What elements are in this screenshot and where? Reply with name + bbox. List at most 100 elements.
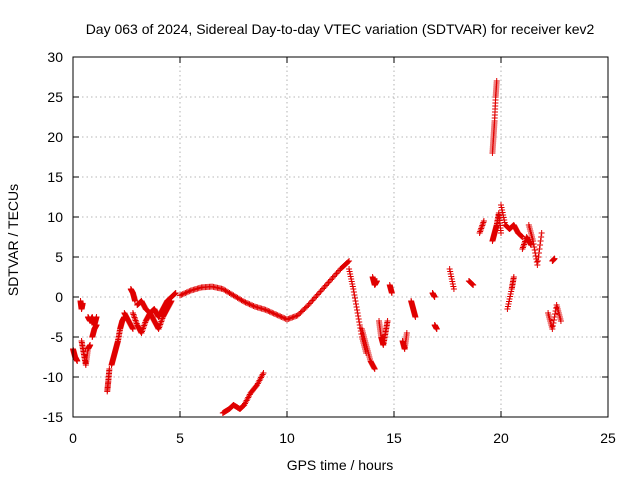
data-point (549, 323, 556, 329)
data-point (93, 322, 100, 328)
data-point (350, 289, 357, 295)
data-point (260, 370, 267, 376)
data-point (536, 246, 543, 252)
data-point (557, 318, 564, 324)
data-point (538, 234, 545, 240)
data-point (537, 238, 544, 244)
data-point (274, 312, 281, 319)
data-point (243, 300, 250, 306)
data-point (549, 326, 556, 332)
x-axis-label: GPS time / hours (287, 457, 394, 473)
data-point (246, 301, 253, 308)
x-tick-label: 10 (279, 430, 295, 446)
data-point (271, 311, 278, 317)
data-point (531, 244, 538, 250)
y-tick-label: 25 (47, 89, 63, 105)
data-point (412, 314, 419, 320)
data-point (250, 303, 257, 309)
data-point (182, 290, 189, 296)
data-point (270, 310, 277, 317)
y-tick-label: 30 (47, 49, 63, 65)
y-tick-label: 20 (47, 129, 63, 145)
data-point (87, 342, 94, 348)
data-point (263, 307, 270, 314)
data-point (371, 365, 378, 371)
data-point (279, 314, 286, 321)
data-point (450, 286, 457, 292)
data-point (550, 317, 557, 323)
data-point (355, 316, 362, 322)
data-point (186, 288, 193, 295)
data-point (533, 259, 540, 265)
y-tick-label: 5 (55, 249, 63, 265)
data-point (185, 288, 192, 295)
data-point (273, 311, 280, 318)
plot-frame (72, 56, 609, 418)
data-point (241, 298, 248, 305)
data-point (178, 291, 185, 298)
y-tick-label: -15 (43, 409, 63, 425)
data-point (249, 302, 256, 309)
data-point (493, 78, 500, 84)
data-point (551, 314, 558, 320)
data-point (498, 230, 504, 236)
data-point (350, 286, 357, 292)
x-tick-label: 15 (386, 430, 402, 446)
data-point (301, 305, 308, 312)
data-point (183, 289, 190, 296)
data-point (480, 218, 487, 224)
data-point (79, 300, 86, 307)
data-point (265, 308, 272, 314)
data-point (129, 326, 136, 332)
data-point (527, 242, 534, 248)
data-point (552, 311, 559, 317)
data-point (351, 295, 358, 301)
chart-title: Day 063 of 2024, Sidereal Day-to-day VTE… (86, 21, 595, 37)
data-point (179, 291, 186, 298)
data-point (275, 312, 282, 319)
data-point (470, 282, 477, 288)
data-point (106, 366, 113, 372)
data-point (298, 308, 305, 315)
data-point (550, 320, 557, 326)
data-point (344, 259, 351, 265)
y-tick-label: 10 (47, 209, 63, 225)
data-point (296, 311, 303, 318)
data-point (172, 290, 179, 296)
data-point (304, 303, 311, 310)
data-point (354, 310, 361, 316)
data-point (356, 322, 363, 328)
y-tick-label: 0 (55, 289, 63, 305)
data-point (433, 326, 440, 332)
x-tick-label: 0 (69, 430, 77, 446)
y-tick-label: -10 (43, 369, 63, 385)
data-point (239, 298, 246, 304)
data-point (262, 306, 269, 313)
data-point (269, 309, 276, 316)
data-point (538, 230, 545, 236)
data-point (300, 307, 307, 314)
data-point (181, 290, 188, 297)
data-point (356, 319, 363, 325)
grid-layer (73, 57, 608, 417)
data-point (373, 278, 380, 284)
y-axis-label: SDTVAR / TECUs (5, 184, 21, 296)
data-point (534, 258, 541, 264)
data-point (551, 255, 558, 262)
data-point (346, 258, 353, 264)
data-point (351, 292, 358, 298)
x-tick-label: 5 (176, 430, 184, 446)
data-point (302, 304, 309, 311)
axis-ticks: 0 5 10 15 20 25 -15 -10 -5 0 5 10 15 20 25 30 (43, 49, 616, 446)
data-point (530, 238, 537, 244)
data-point (177, 292, 183, 299)
data-point (510, 274, 517, 280)
data-point (530, 241, 537, 247)
data-point (247, 301, 254, 308)
data-point (355, 313, 362, 319)
data-point (431, 294, 438, 300)
data-point (531, 247, 538, 253)
data-point (294, 312, 301, 319)
y-tick-label: 15 (47, 169, 63, 185)
